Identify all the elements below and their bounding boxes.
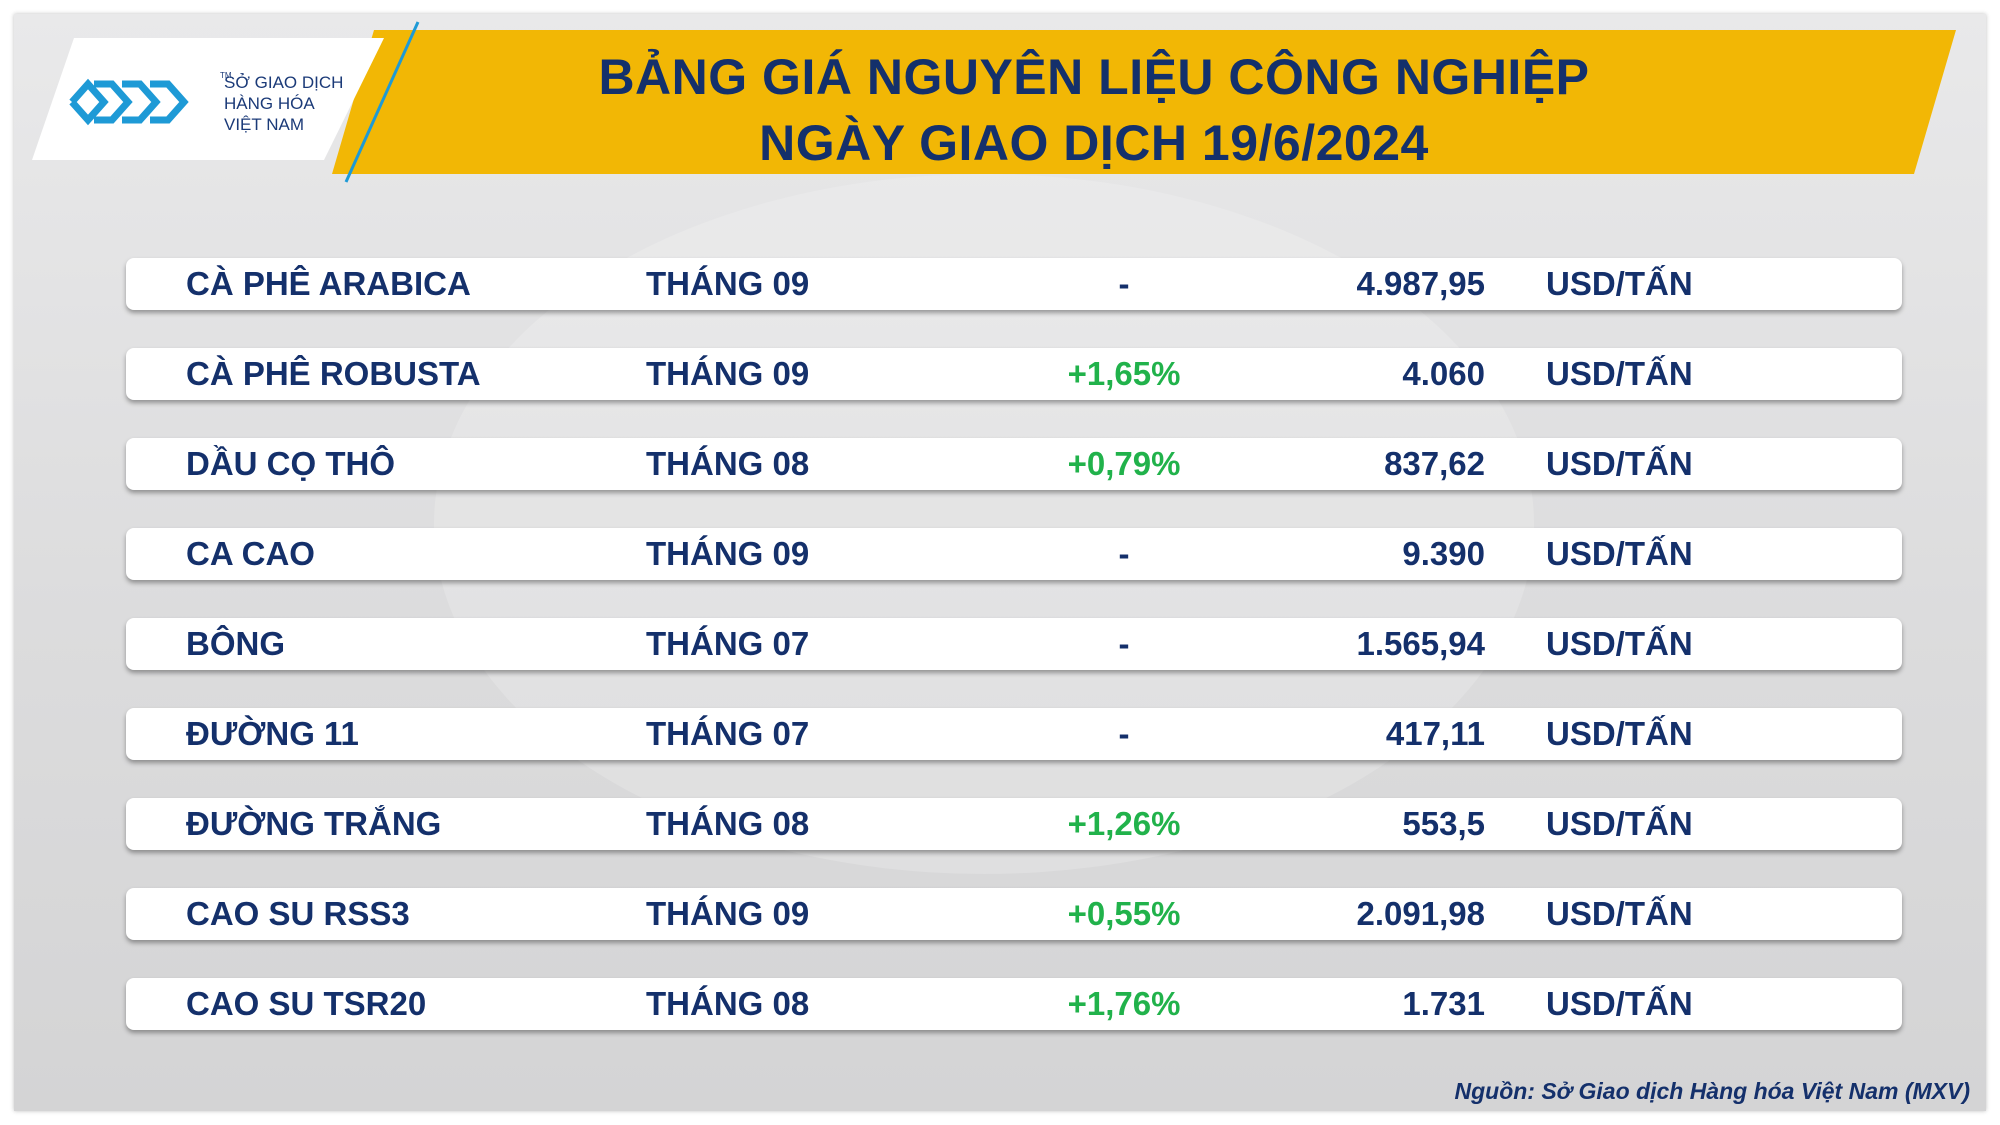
price-value: 9.390 <box>1402 535 1485 572</box>
price-value: 4.060 <box>1402 355 1485 392</box>
trademark-label: TM <box>220 71 232 80</box>
title-line-2: NGÀY GIAO DỊCH 19/6/2024 <box>759 115 1429 171</box>
price-unit: USD/TẤN <box>1546 805 1693 842</box>
table-row: CA CAO THÁNG 09 - 9.390 USD/TẤN <box>126 528 1902 580</box>
price-value: 1.731 <box>1402 985 1485 1022</box>
price-unit: USD/TẤN <box>1546 355 1693 392</box>
price-value: 417,11 <box>1385 715 1485 752</box>
commodity-name: CÀ PHÊ ROBUSTA <box>186 355 481 392</box>
contract-month: THÁNG 08 <box>646 985 810 1022</box>
price-unit: USD/TẤN <box>1546 535 1693 572</box>
commodity-name: CA CAO <box>186 535 315 572</box>
mxv-logo-icon <box>64 62 364 162</box>
price-value: 1.565,94 <box>1356 625 1485 662</box>
source-note: Nguồn: Sở Giao dịch Hàng hóa Việt Nam (M… <box>1454 1078 1970 1104</box>
infographic-frame: TM SỞ GIAO DỊCH HÀNG HÓA VIỆT NAM BẢNG G… <box>14 14 1986 1111</box>
page-title: BẢNG GIÁ NGUYÊN LIỆU CÔNG NGHIỆP NGÀY GI… <box>414 44 1774 176</box>
commodity-name: CAO SU RSS3 <box>186 895 410 932</box>
commodity-name: ĐƯỜNG TRẮNG <box>186 805 442 842</box>
contract-month: THÁNG 07 <box>646 625 810 662</box>
price-value: 553,5 <box>1402 805 1485 842</box>
price-value: 837,62 <box>1384 445 1485 482</box>
header-banner: TM SỞ GIAO DỊCH HÀNG HÓA VIỆT NAM BẢNG G… <box>14 14 1986 214</box>
price-unit: USD/TẤN <box>1546 715 1693 752</box>
price-unit: USD/TẤN <box>1546 445 1693 482</box>
banner-shape <box>32 21 1956 183</box>
price-change: +0,79% <box>1067 445 1181 482</box>
price-change: - <box>1118 535 1130 572</box>
contract-month: THÁNG 09 <box>646 895 810 932</box>
price-value: 2.091,98 <box>1356 895 1485 932</box>
price-unit: USD/TẤN <box>1546 265 1693 302</box>
contract-month: THÁNG 08 <box>646 805 810 842</box>
table-row: CÀ PHÊ ROBUSTA THÁNG 09 +1,65% 4.060 USD… <box>126 348 1902 400</box>
price-change: +1,26% <box>1067 805 1181 842</box>
table-row: CÀ PHÊ ARABICA THÁNG 09 - 4.987,95 USD/T… <box>126 258 1902 310</box>
commodity-name: CAO SU TSR20 <box>186 985 427 1022</box>
price-unit: USD/TẤN <box>1546 625 1693 662</box>
title-line-1: BẢNG GIÁ NGUYÊN LIỆU CÔNG NGHIỆP <box>598 49 1590 105</box>
contract-month: THÁNG 09 <box>646 535 810 572</box>
commodity-name: CÀ PHÊ ARABICA <box>186 265 471 302</box>
commodity-name: DẦU CỌ THÔ <box>186 445 395 482</box>
commodity-name: BÔNG <box>186 625 285 662</box>
commodity-name: ĐƯỜNG 11 <box>186 715 359 752</box>
logo-line-3: VIỆT NAM <box>224 115 304 134</box>
price-value: 4.987,95 <box>1356 265 1485 302</box>
table-row: BÔNG THÁNG 07 - 1.565,94 USD/TẤN <box>126 618 1902 670</box>
table-row: ĐƯỜNG TRẮNG THÁNG 08 +1,26% 553,5 USD/TẤ… <box>126 798 1902 850</box>
price-unit: USD/TẤN <box>1546 895 1693 932</box>
logo-line-2: HÀNG HÓA <box>224 94 315 113</box>
contract-month: THÁNG 09 <box>646 355 810 392</box>
table-row: DẦU CỌ THÔ THÁNG 08 +0,79% 837,62 USD/TẤ… <box>126 438 1902 490</box>
logo-line-1: SỞ GIAO DỊCH <box>224 73 344 92</box>
contract-month: THÁNG 09 <box>646 265 810 302</box>
price-change: +0,55% <box>1067 895 1181 932</box>
price-change: +1,76% <box>1067 985 1181 1022</box>
price-change: - <box>1118 625 1130 662</box>
contract-month: THÁNG 07 <box>646 715 810 752</box>
price-change: - <box>1118 715 1130 752</box>
price-unit: USD/TẤN <box>1546 985 1693 1022</box>
price-change: - <box>1118 265 1130 302</box>
price-change: +1,65% <box>1067 355 1181 392</box>
table-row: ĐƯỜNG 11 THÁNG 07 - 417,11 USD/TẤN <box>126 708 1902 760</box>
contract-month: THÁNG 08 <box>646 445 810 482</box>
table-row: CAO SU TSR20 THÁNG 08 +1,76% 1.731 USD/T… <box>126 978 1902 1030</box>
table-row: CAO SU RSS3 THÁNG 09 +0,55% 2.091,98 USD… <box>126 888 1902 940</box>
logo-text: SỞ GIAO DỊCH HÀNG HÓA VIỆT NAM <box>224 72 384 135</box>
